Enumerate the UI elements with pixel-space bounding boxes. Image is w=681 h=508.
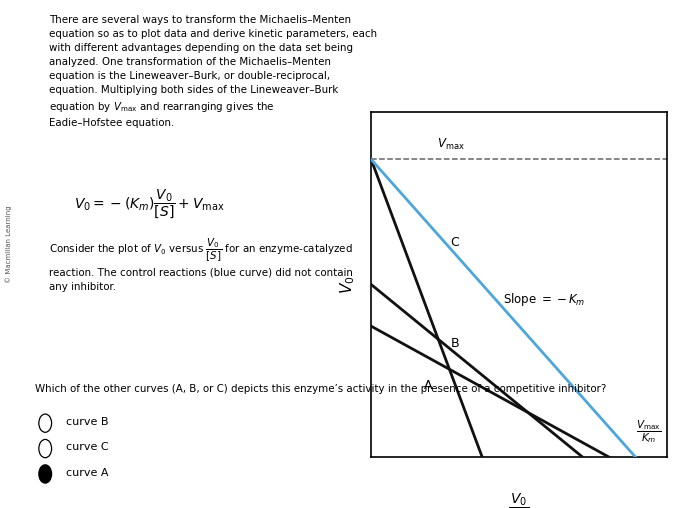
Text: $\dfrac{V_0}{[S]}$: $\dfrac{V_0}{[S]}$ — [509, 492, 530, 508]
Text: $V_0 = -(K_m)\dfrac{V_0}{[S]} + V_{\mathrm{max}}$: $V_0 = -(K_m)\dfrac{V_0}{[S]} + V_{\math… — [74, 188, 224, 221]
Text: A: A — [424, 378, 432, 392]
Text: curve B: curve B — [67, 417, 109, 427]
Text: Which of the other curves (A, B, or C) depicts this enzyme’s activity in the pre: Which of the other curves (A, B, or C) d… — [35, 384, 606, 394]
Text: There are several ways to transform the Michaelis–Menten
equation so as to plot : There are several ways to transform the … — [49, 15, 377, 128]
Text: Consider the plot of $V_0$ versus $\dfrac{V_0}{[S]}$ for an enzyme-catalyzed
rea: Consider the plot of $V_0$ versus $\dfra… — [49, 236, 353, 292]
Circle shape — [39, 465, 52, 483]
Text: $\dfrac{V_{\mathrm{max}}}{K_m}$: $\dfrac{V_{\mathrm{max}}}{K_m}$ — [636, 419, 661, 446]
Text: curve A: curve A — [67, 467, 109, 478]
Text: $V_{\mathrm{max}}$: $V_{\mathrm{max}}$ — [437, 137, 465, 152]
Text: B: B — [451, 337, 459, 350]
Text: © Macmillan Learning: © Macmillan Learning — [5, 205, 12, 282]
Text: curve C: curve C — [67, 442, 109, 452]
Text: C: C — [451, 236, 459, 249]
Text: Slope $= -K_m$: Slope $= -K_m$ — [503, 291, 586, 308]
Text: $V_0$: $V_0$ — [338, 275, 357, 294]
